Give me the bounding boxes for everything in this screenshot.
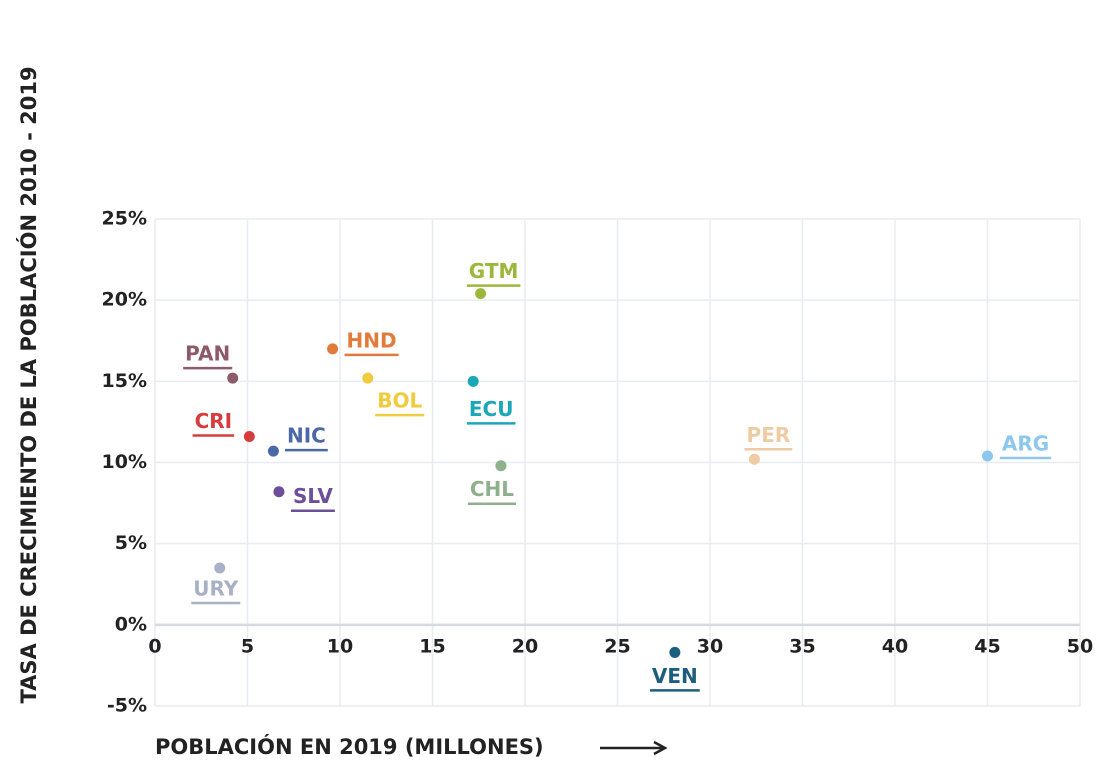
point-label: ARG [1002,432,1049,456]
x-axis-title: POBLACIÓN EN 2019 (MILLONES) [155,734,544,759]
y-tick-label: 25% [102,208,147,230]
x-tick-label: 25 [604,635,630,657]
x-tick-label: 15 [419,635,445,657]
point-label: SLV [293,484,333,508]
y-tick-label: -5% [107,695,147,717]
point [214,562,226,574]
point [327,343,339,355]
point-label: CRI [195,409,233,433]
point [748,453,760,465]
point-label: PER [747,423,791,447]
x-tick-label: 30 [697,635,723,657]
point-label: URY [193,577,239,601]
point-label: PAN [185,342,230,366]
x-tick-label: 0 [148,635,161,657]
point-label: CHL [470,477,514,501]
x-tick-label: 5 [241,635,254,657]
point-label: ECU [469,397,514,421]
x-tick-label: 10 [327,635,353,657]
y-tick-label: 20% [102,289,147,311]
point [475,288,487,300]
point [669,646,681,658]
x-tick-label: 35 [789,635,815,657]
x-tick-label: 40 [882,635,908,657]
x-tick-label: 45 [974,635,1000,657]
point [227,372,239,384]
point-label: HND [347,328,397,352]
y-tick-label: 10% [102,451,147,473]
x-tick-label: 50 [1067,635,1093,657]
x-tick-label: 20 [512,635,538,657]
point [243,431,255,443]
point-label: GTM [469,259,519,283]
point [362,372,374,384]
point [495,460,507,472]
point [467,375,479,387]
point [273,486,285,498]
y-axis-title: TASA DE CRECIMIENTO DE LA POBLACIÓN 2010… [16,66,41,703]
point [267,445,279,457]
point-label: BOL [377,389,422,413]
y-tick-label: 5% [115,532,147,554]
point-label: VEN [652,664,698,688]
point [982,450,993,462]
y-tick-label: 15% [102,370,147,392]
x-axis-arrow [600,740,668,756]
point-label: NIC [287,424,326,448]
y-tick-label: 0% [115,613,147,635]
